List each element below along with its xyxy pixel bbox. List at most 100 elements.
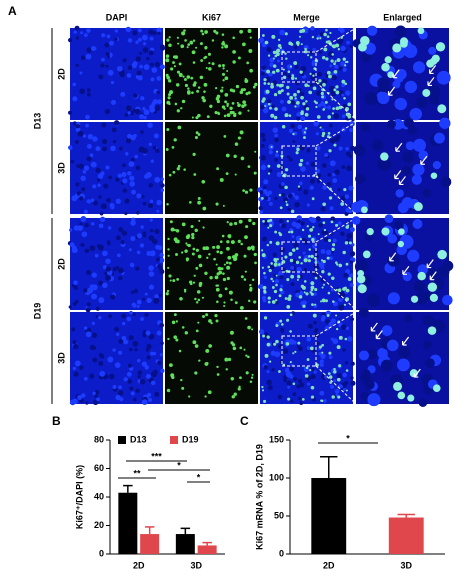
nucleus bbox=[118, 267, 124, 274]
nucleus bbox=[321, 128, 325, 132]
ki67-cell bbox=[326, 256, 330, 260]
nucleus bbox=[387, 233, 398, 244]
nucleus bbox=[81, 231, 88, 238]
nucleus bbox=[332, 178, 338, 183]
ki67-cell bbox=[191, 91, 194, 94]
nucleus bbox=[326, 105, 332, 110]
ki67-cell bbox=[239, 90, 244, 95]
micrograph bbox=[257, 120, 357, 216]
nucleus bbox=[396, 358, 410, 372]
ki67-cell bbox=[302, 102, 306, 106]
nucleus bbox=[292, 392, 297, 396]
ki67-cell bbox=[286, 85, 290, 90]
nucleus bbox=[120, 240, 125, 245]
ki67-cell bbox=[170, 67, 174, 71]
nucleus bbox=[129, 310, 133, 315]
nucleus bbox=[316, 90, 322, 96]
ki67-cell bbox=[305, 100, 308, 103]
arrow bbox=[428, 65, 437, 75]
nucleus bbox=[116, 332, 120, 337]
ki67-cell bbox=[314, 59, 319, 63]
nucleus bbox=[340, 45, 346, 52]
ki67-cell bbox=[225, 172, 229, 176]
ki67-cell bbox=[203, 82, 208, 87]
ki67-cell bbox=[197, 200, 202, 205]
nucleus bbox=[338, 66, 343, 71]
nucleus bbox=[73, 30, 77, 34]
ki67-cell bbox=[192, 247, 196, 251]
nucleus bbox=[100, 171, 105, 176]
nucleus bbox=[277, 172, 281, 176]
ki67-cell bbox=[304, 127, 308, 130]
nucleus bbox=[141, 399, 148, 405]
nucleus bbox=[136, 70, 142, 76]
ki67-cell bbox=[275, 324, 279, 327]
ki67-cell bbox=[282, 75, 287, 80]
ki67-cell bbox=[249, 36, 252, 39]
nucleus bbox=[263, 185, 267, 189]
column-header: Enlarged bbox=[383, 12, 422, 22]
ki67-cell bbox=[272, 70, 276, 74]
ki67-cell bbox=[176, 70, 180, 74]
ki67-cell bbox=[244, 270, 247, 273]
ki67-cell bbox=[226, 246, 230, 251]
micrograph bbox=[165, 28, 258, 120]
ki67-cell bbox=[237, 136, 241, 140]
nucleus bbox=[401, 197, 414, 209]
nucleus bbox=[157, 245, 163, 251]
nucleus bbox=[143, 115, 147, 120]
nucleus bbox=[274, 158, 278, 162]
ki67-cell bbox=[329, 381, 333, 384]
nucleus bbox=[346, 40, 350, 45]
nucleus bbox=[135, 210, 140, 215]
ki67-cell bbox=[311, 303, 314, 306]
ki67-cell bbox=[192, 340, 197, 345]
ki67-cell bbox=[208, 319, 212, 323]
ki67-cell bbox=[271, 300, 276, 304]
nucleus bbox=[412, 138, 427, 152]
ki67-cell bbox=[237, 56, 241, 60]
bar bbox=[388, 517, 424, 554]
ki67-cell bbox=[211, 39, 215, 42]
legend-label: D19 bbox=[182, 434, 199, 444]
y-tick-label: 40 bbox=[94, 491, 104, 501]
ki67-cell bbox=[171, 375, 175, 380]
ki67-cell bbox=[276, 164, 281, 168]
nucleus bbox=[269, 62, 274, 68]
ki67-cell bbox=[292, 382, 296, 386]
nucleus bbox=[334, 388, 340, 394]
nucleus bbox=[322, 185, 328, 190]
ki67-cell bbox=[185, 257, 190, 261]
nucleus bbox=[84, 248, 90, 254]
nucleus bbox=[123, 339, 129, 345]
nucleus bbox=[274, 351, 281, 358]
ki67-cell bbox=[167, 96, 171, 100]
zoom-line bbox=[315, 217, 357, 243]
nucleus bbox=[108, 314, 113, 318]
nucleus bbox=[92, 357, 98, 363]
nucleus bbox=[315, 146, 321, 151]
zoom-box bbox=[281, 241, 317, 273]
nucleus bbox=[320, 353, 326, 360]
nucleus bbox=[95, 167, 101, 173]
nucleus bbox=[141, 194, 145, 199]
ki67-cell bbox=[225, 153, 230, 158]
ki67-cell bbox=[205, 348, 210, 353]
ki67-cell bbox=[227, 255, 232, 260]
ki67-cell bbox=[240, 156, 245, 161]
nucleus bbox=[306, 336, 312, 342]
ki67-cell bbox=[181, 99, 186, 104]
nucleus bbox=[95, 315, 99, 319]
nucleus bbox=[409, 107, 423, 121]
nucleus bbox=[349, 260, 354, 264]
y-tick-label: 0 bbox=[279, 548, 284, 558]
nucleus bbox=[260, 154, 266, 161]
nucleus bbox=[288, 128, 294, 134]
nucleus bbox=[412, 219, 423, 229]
nucleus bbox=[118, 390, 124, 396]
ki67-cell bbox=[323, 32, 327, 37]
ki67-cell bbox=[192, 281, 196, 284]
ki67-cell bbox=[277, 263, 281, 266]
ki67-cell bbox=[197, 197, 201, 200]
column-header: Merge bbox=[293, 12, 320, 22]
